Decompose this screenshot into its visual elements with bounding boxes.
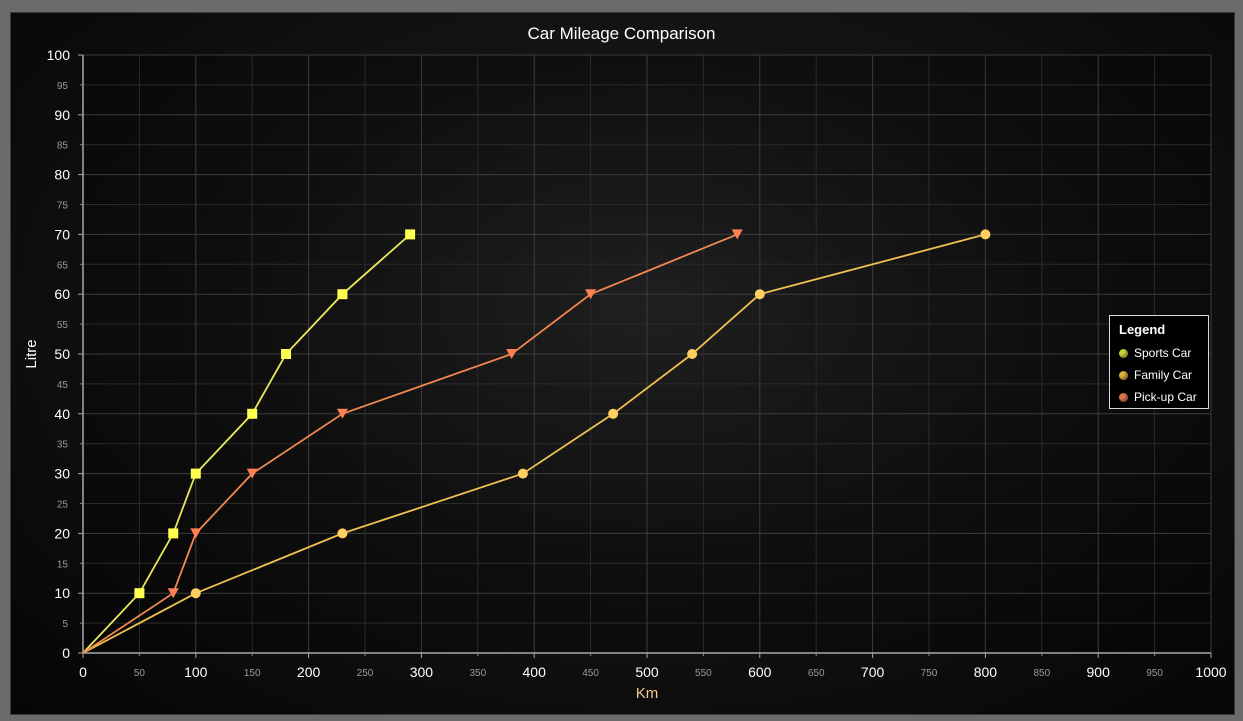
y-tick-label: 30 xyxy=(54,466,70,482)
x-minor-tick-label: 950 xyxy=(1146,668,1163,679)
series-1-point-6 xyxy=(754,289,765,300)
y-tick-label: 90 xyxy=(54,107,70,123)
legend-marker xyxy=(1119,392,1128,402)
y-minor-tick-label: 95 xyxy=(57,81,69,92)
markers-layer xyxy=(134,229,991,599)
series-1-point-3 xyxy=(517,468,528,479)
legend-item-1: Family Car xyxy=(1119,364,1208,386)
y-tick-label: 0 xyxy=(62,645,70,661)
x-minor-tick-label: 350 xyxy=(469,668,486,679)
x-tick-label: 300 xyxy=(410,664,434,680)
x-tick-label: 800 xyxy=(974,664,998,680)
series-line-2 xyxy=(82,233,738,654)
series-0-point-7 xyxy=(405,229,416,240)
grid-layer xyxy=(82,54,1212,654)
series-1-point-7 xyxy=(980,229,991,240)
legend-marker xyxy=(1119,348,1128,358)
x-minor-tick-label: 650 xyxy=(808,668,825,679)
chart-frame xyxy=(10,12,1235,715)
y-tick-label: 70 xyxy=(54,226,70,242)
legend-marker xyxy=(1119,370,1128,380)
legend-label: Sports Car xyxy=(1134,346,1192,360)
x-tick-label: 0 xyxy=(79,664,87,680)
y-minor-tick-label: 45 xyxy=(57,380,69,391)
series-0-point-1 xyxy=(134,588,145,599)
x-tick-label: 200 xyxy=(297,664,321,680)
x-minor-tick-label: 450 xyxy=(582,668,599,679)
x-axis-label: Km xyxy=(636,685,659,702)
legend-title: Legend xyxy=(1119,322,1166,337)
legend-item-2: Pick-up Car xyxy=(1119,386,1208,408)
y-tick-label: 40 xyxy=(54,406,70,422)
y-tick-label: 50 xyxy=(54,346,70,362)
y-minor-tick-label: 35 xyxy=(57,440,69,451)
y-tick-label: 60 xyxy=(54,286,70,302)
y-minor-tick-label: 65 xyxy=(57,260,69,271)
legend-label: Pick-up Car xyxy=(1134,390,1197,404)
x-tick-label: 500 xyxy=(635,664,659,680)
series-1-point-2 xyxy=(337,528,348,539)
series-layer xyxy=(82,233,986,654)
series-1-point-4 xyxy=(608,408,619,419)
series-0-point-2 xyxy=(168,528,179,539)
x-tick-label: 900 xyxy=(1087,664,1111,680)
x-tick-label: 700 xyxy=(861,664,885,680)
y-tick-label: 10 xyxy=(54,585,70,601)
x-minor-tick-label: 550 xyxy=(695,668,712,679)
x-tick-label: 1000 xyxy=(1195,664,1226,680)
series-1-point-1 xyxy=(190,588,201,599)
chart-title: Car Mileage Comparison xyxy=(527,24,716,43)
series-2-point-2 xyxy=(190,528,202,539)
x-minor-tick-label: 150 xyxy=(244,668,261,679)
series-2-point-1 xyxy=(167,588,179,599)
series-0-point-3 xyxy=(190,468,201,479)
x-minor-tick-label: 250 xyxy=(357,668,374,679)
legend-label: Family Car xyxy=(1134,368,1193,382)
y-tick-label: 100 xyxy=(47,47,71,63)
x-tick-label: 600 xyxy=(748,664,772,680)
legend-item-0: Sports Car xyxy=(1119,342,1208,364)
series-0-point-4 xyxy=(247,408,258,419)
y-minor-tick-label: 15 xyxy=(57,559,69,570)
y-tick-label: 20 xyxy=(54,525,70,541)
y-minor-tick-label: 75 xyxy=(57,201,69,212)
x-tick-label: 100 xyxy=(184,664,208,680)
series-line-0 xyxy=(82,233,411,654)
axes-layer xyxy=(78,54,1212,658)
series-2-point-5 xyxy=(506,349,518,359)
series-2-point-7 xyxy=(731,229,743,240)
y-minor-tick-label: 25 xyxy=(57,500,69,511)
y-minor-tick-label: 5 xyxy=(62,619,68,630)
x-tick-label: 400 xyxy=(523,664,547,680)
series-0-point-5 xyxy=(281,349,292,359)
series-2-point-4 xyxy=(336,408,348,419)
y-minor-tick-label: 85 xyxy=(57,141,69,152)
series-0-point-6 xyxy=(337,289,348,300)
series-1-point-5 xyxy=(687,349,698,359)
series-line-1 xyxy=(82,233,986,654)
y-axis-label: Litre xyxy=(23,339,40,368)
x-minor-tick-label: 750 xyxy=(921,668,938,679)
y-tick-label: 80 xyxy=(54,167,70,183)
series-2-point-6 xyxy=(585,289,597,300)
y-minor-tick-label: 55 xyxy=(57,320,69,331)
legend: Legend Sports Car Family Car Pick-up Car xyxy=(1109,315,1209,409)
x-minor-tick-label: 50 xyxy=(134,668,146,679)
series-2-point-3 xyxy=(246,468,258,479)
x-minor-tick-label: 850 xyxy=(1033,668,1050,679)
